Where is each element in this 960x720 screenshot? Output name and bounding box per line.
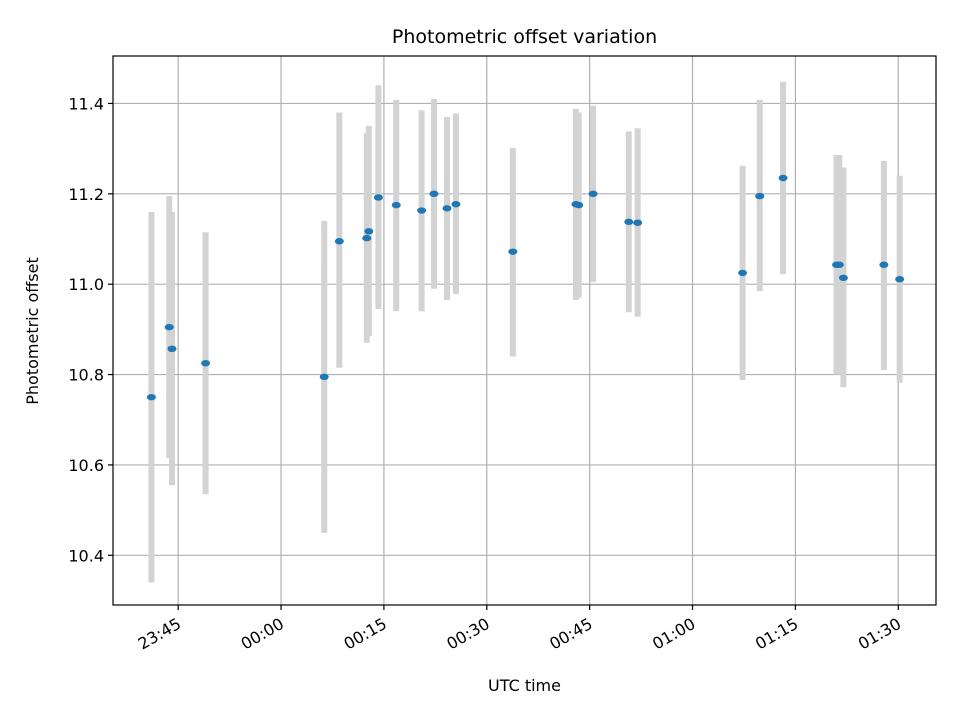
data-point [588, 190, 598, 198]
y-tick-label: 10.8 [68, 366, 104, 385]
data-point [364, 228, 374, 235]
data-point [738, 269, 748, 277]
chart-title: Photometric offset variation [392, 26, 657, 48]
x-axis-label: UTC time [488, 676, 561, 695]
y-tick-label: 10.4 [68, 546, 104, 565]
data-point [895, 276, 905, 283]
data-point [834, 261, 844, 268]
plot-frame [112, 55, 937, 606]
y-axis-ticks: 10.4 10.6 10.8 11.0 11.2 11.4 [68, 94, 113, 565]
data-point [624, 218, 634, 226]
data-point [391, 201, 401, 209]
y-tick-label: 11.2 [68, 185, 104, 204]
y-axis-label: Photometric offset [23, 257, 42, 405]
data-point [778, 174, 788, 182]
data-point [373, 194, 383, 201]
data-point [442, 205, 452, 212]
data-point [334, 238, 344, 245]
data-point [755, 192, 765, 200]
data-point [319, 373, 329, 381]
data-point [633, 219, 643, 226]
grid-lines [113, 56, 936, 605]
y-tick-label: 11.0 [68, 275, 104, 294]
data-point [362, 234, 372, 242]
y-tick-label: 11.4 [68, 94, 104, 113]
data-point [167, 345, 177, 352]
data-point [417, 207, 427, 214]
data-points [146, 174, 905, 401]
data-point [879, 261, 889, 268]
data-point [838, 274, 848, 282]
data-point [146, 393, 156, 401]
data-point [574, 201, 584, 209]
data-point [451, 201, 461, 208]
data-point [201, 360, 211, 367]
y-tick-label: 10.6 [68, 456, 104, 475]
data-point [429, 190, 439, 198]
data-point [508, 248, 518, 255]
data-point [164, 323, 174, 331]
